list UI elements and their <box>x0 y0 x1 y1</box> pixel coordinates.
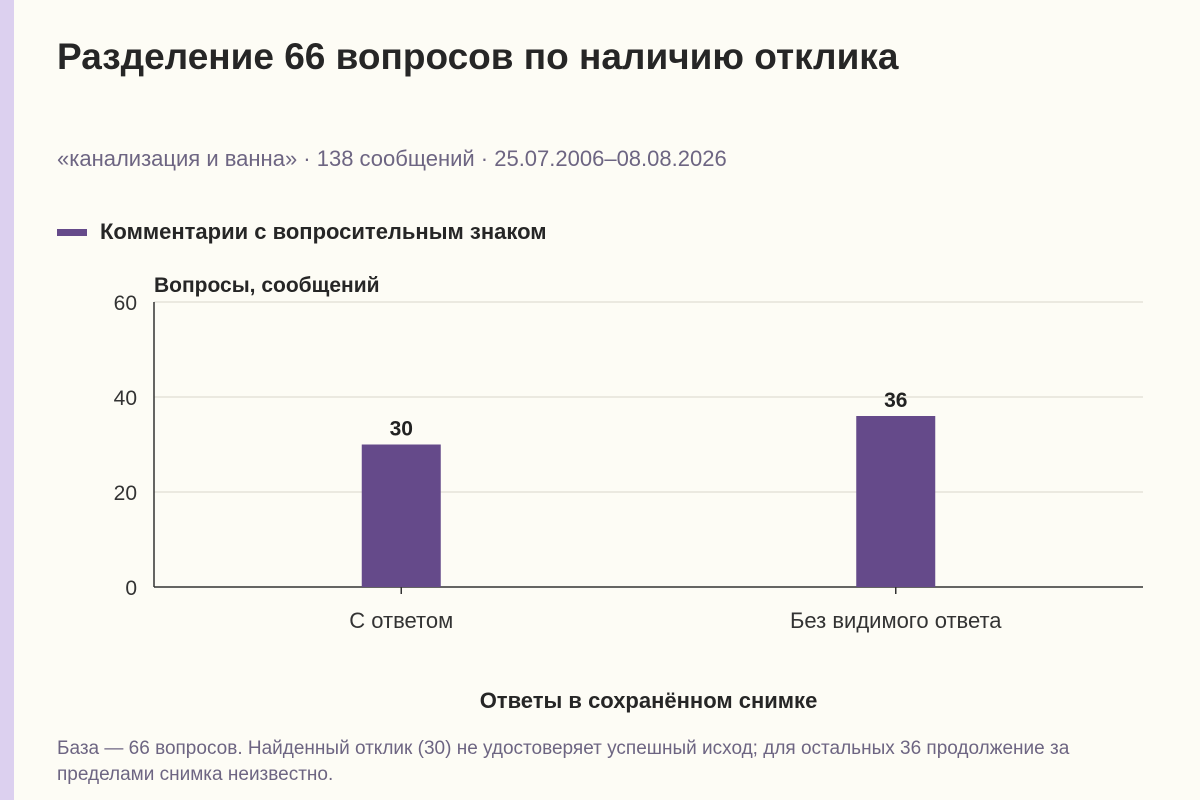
left-accent-stripe <box>0 0 14 800</box>
y-axis-label: Вопросы, сообщений <box>154 274 380 297</box>
x-tick-label: Без видимого ответа <box>790 608 1002 633</box>
x-tick-label: С ответом <box>349 608 453 633</box>
chart-subtitle: «канализация и ванна» · 138 сообщений · … <box>57 146 727 171</box>
chart-title: Разделение 66 вопросов по наличию отклик… <box>57 36 899 77</box>
bar <box>856 416 936 587</box>
data-label: 36 <box>884 389 907 412</box>
x-axis-label: Ответы в сохранённом снимке <box>480 688 818 713</box>
y-tick-label: 60 <box>114 292 137 315</box>
legend-swatch <box>57 228 87 236</box>
legend: Комментарии с вопросительным знаком <box>57 219 547 245</box>
data-label: 30 <box>390 418 413 441</box>
y-tick-label: 0 <box>125 577 137 600</box>
bar <box>361 444 441 587</box>
legend-label: Комментарии с вопросительным знаком <box>100 219 547 244</box>
footnote: База — 66 вопросов. Найденный отклик (30… <box>57 738 1070 785</box>
bar-chart: 0 20 40 60 Вопросы, сообщений 30 С ответом 36 Бе… <box>114 274 1143 713</box>
y-tick-label: 40 <box>114 387 137 410</box>
y-tick-label: 20 <box>114 482 137 505</box>
